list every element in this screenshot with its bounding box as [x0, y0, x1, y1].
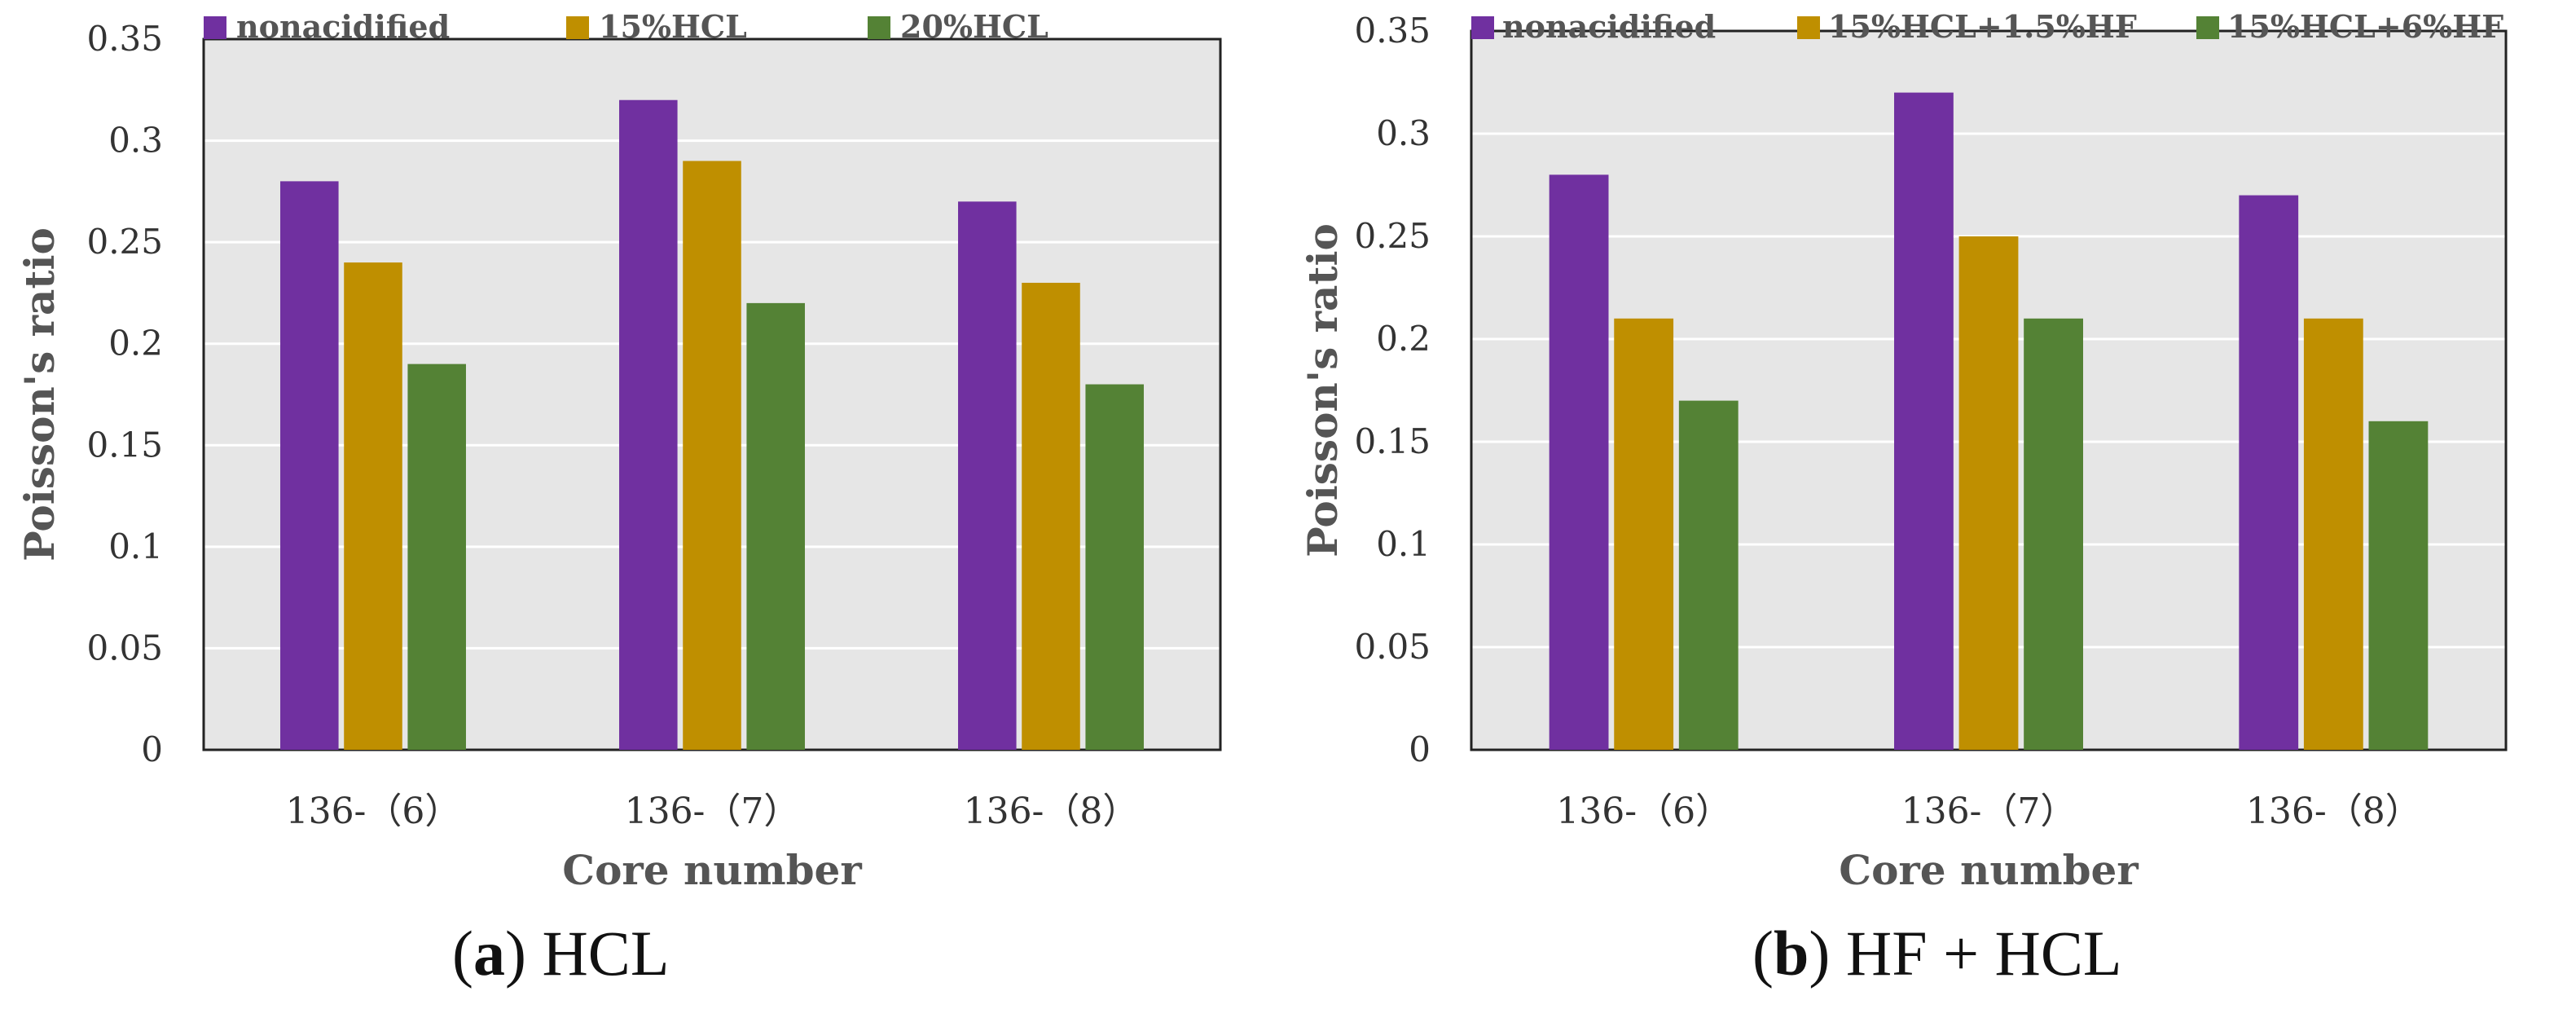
x-tick-label: 136-（7） — [625, 791, 800, 832]
bar-nonacidified — [1549, 174, 1609, 750]
legend-label: nonacidified — [236, 8, 450, 45]
bar-15-hcl — [1022, 282, 1080, 750]
legend-label: 15%HCL — [599, 8, 747, 45]
chart-panel-b: 0 0.05 0.1 0.15 0.2 0.25 0.3 0.35 136-（6） 136-（7）… — [1288, 0, 2576, 1009]
y-tick-label: 0.1 — [108, 527, 163, 566]
bar-15-hcl — [344, 262, 402, 750]
bar-15-hcl-1-5-hf — [2303, 318, 2363, 750]
x-tick-label: 136-（6） — [286, 791, 461, 832]
bar-nonacidified — [280, 181, 339, 750]
legend-swatch — [1471, 16, 1494, 39]
bar-nonacidified — [619, 99, 678, 750]
y-tick-label: 0.3 — [1376, 113, 1431, 153]
y-tick-label: 0.25 — [86, 222, 163, 262]
x-axis-title: Core number — [562, 846, 862, 894]
y-tick-label: 0.1 — [1376, 524, 1431, 564]
legend-swatch — [1797, 16, 1820, 39]
bar-15-hcl-1-5-hf — [1614, 318, 1674, 750]
x-tick-label: 136-（8） — [964, 791, 1139, 832]
bar-20-hcl — [407, 364, 466, 750]
legend-swatch — [2196, 16, 2219, 39]
y-tick-label: 0.2 — [1376, 319, 1431, 359]
bar-nonacidified — [2239, 195, 2299, 751]
y-axis-title: Poisson's ratio — [1299, 223, 1347, 557]
caption-a: (a) HCL — [452, 918, 670, 989]
y-axis-title: Poisson's ratio — [15, 227, 64, 562]
x-tick-label: 136-（8） — [2246, 791, 2421, 832]
y-tick-label: 0.25 — [1354, 216, 1431, 256]
legend-label: nonacidified — [1502, 8, 1716, 45]
y-tick-label: 0.15 — [1354, 421, 1431, 461]
legend-swatch — [868, 16, 890, 39]
bar-15-hcl-6-hf — [1678, 400, 1739, 750]
y-tick-label: 0.3 — [108, 121, 163, 161]
y-tick-label: 0 — [1409, 729, 1431, 769]
y-tick-label: 0 — [141, 729, 163, 769]
y-tick-label: 0.2 — [108, 324, 163, 364]
bar-chart-hf-hcl: 0 0.05 0.1 0.15 0.2 0.25 0.3 0.35 136-（6） 136-（7）… — [1299, 8, 2508, 894]
y-tick-label: 0.05 — [1354, 627, 1431, 667]
legend-label: 15%HCL+6%HF — [2227, 8, 2503, 45]
bar-15-hcl-6-hf — [2368, 421, 2429, 750]
y-tick-label: 0.15 — [86, 425, 163, 465]
x-tick-label: 136-（7） — [1901, 791, 2077, 832]
bar-15-hcl-1-5-hf — [1958, 236, 2019, 750]
legend-swatch — [566, 16, 589, 39]
caption-b: (b) HF + HCL — [1752, 918, 2122, 989]
y-tick-label: 0.05 — [86, 628, 163, 668]
bar-nonacidified — [1894, 92, 1954, 751]
legend-label: 20%HCL — [900, 8, 1048, 45]
y-tick-label: 0.35 — [86, 19, 163, 59]
legend-swatch — [204, 16, 226, 39]
bar-15-hcl — [683, 161, 741, 750]
bar-nonacidified — [958, 201, 1017, 751]
bar-20-hcl — [746, 302, 805, 750]
y-tick-label: 0.35 — [1354, 11, 1431, 51]
x-axis-title: Core number — [1839, 846, 2139, 894]
x-tick-label: 136-（6） — [1556, 791, 1731, 832]
chart-panel-a: 0 0.05 0.1 0.15 0.2 0.25 0.3 0.35 136-（6） 136-（7）… — [15, 8, 1222, 989]
bar-15-hcl-6-hf — [2024, 318, 2083, 750]
bar-20-hcl — [1085, 384, 1144, 750]
legend-label: 15%HCL+1.5%HF — [1828, 8, 2137, 45]
bar-chart-hcl: 0 0.05 0.1 0.15 0.2 0.25 0.3 0.35 136-（6） 136-（7）… — [15, 8, 1222, 894]
